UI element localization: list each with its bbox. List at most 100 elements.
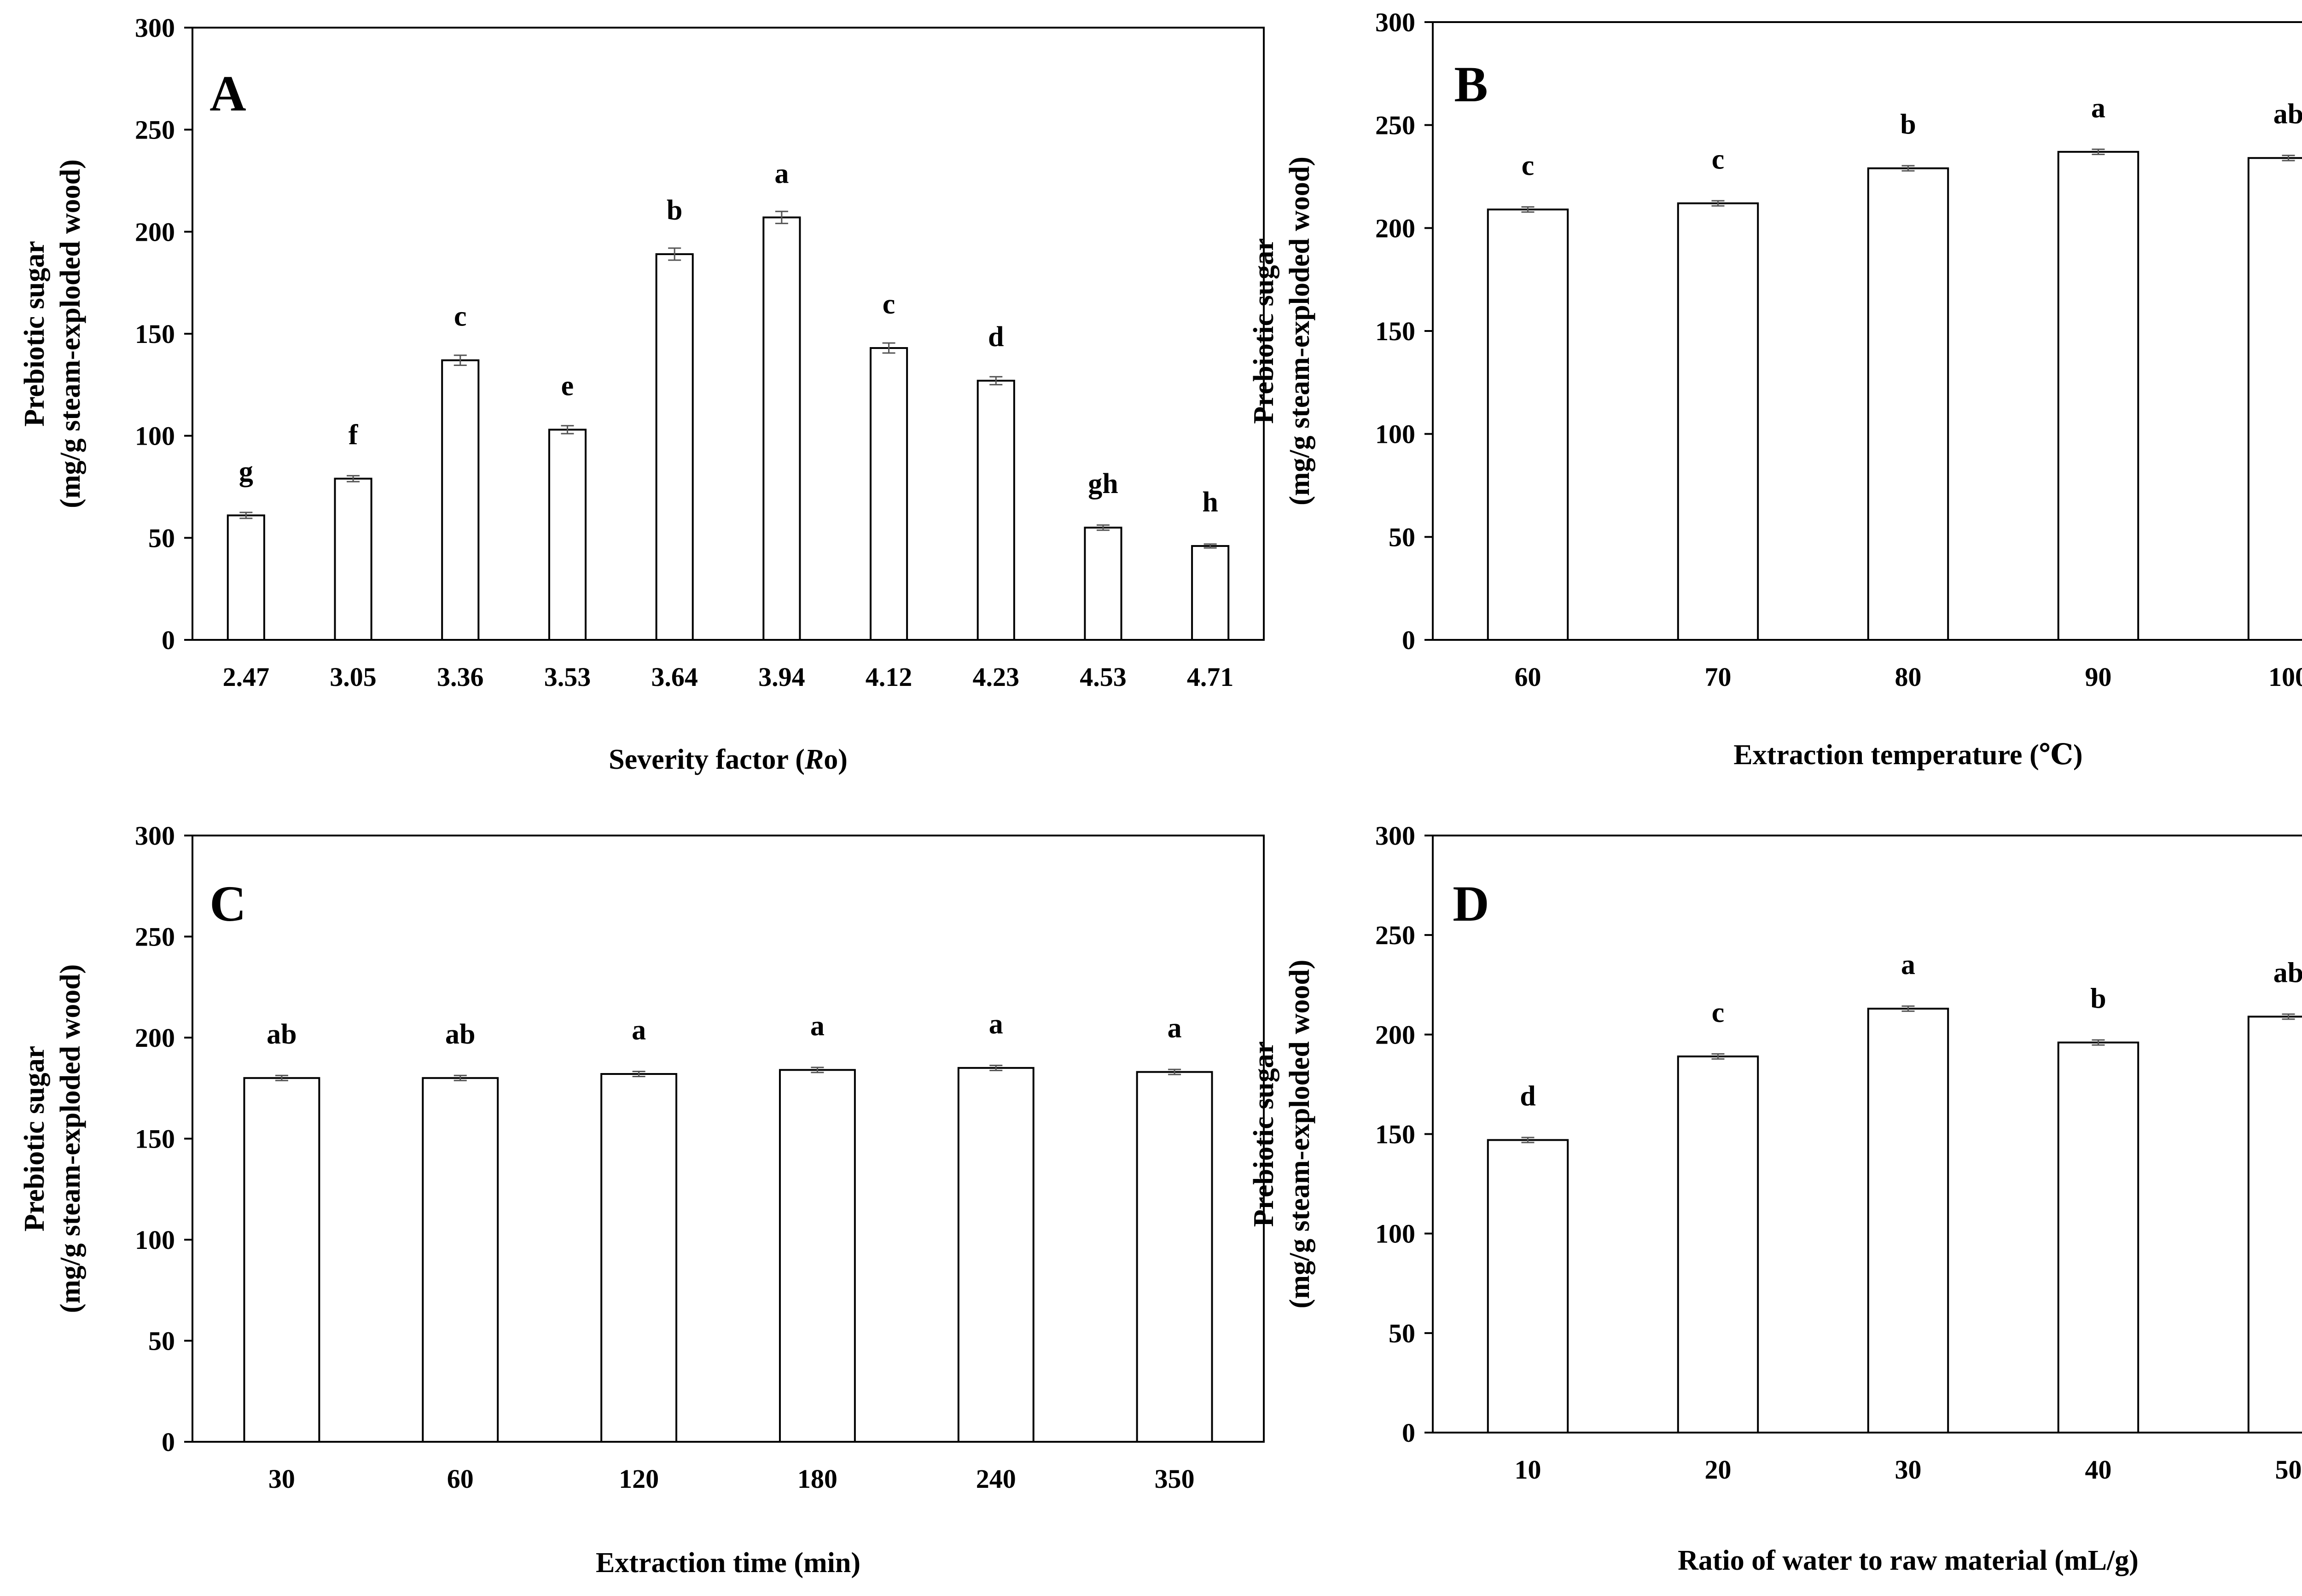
significance-label: c — [454, 301, 467, 332]
bar — [1677, 1055, 1759, 1433]
x-tick-label: 20 — [1705, 1455, 1732, 1485]
bar — [2247, 1016, 2302, 1433]
y-axis-title-line: Prebiotic sugar — [1248, 238, 1279, 424]
significance-label: a — [989, 1009, 1003, 1040]
significance-label: a — [810, 1010, 825, 1042]
significance-label: h — [1202, 487, 1218, 518]
bar — [655, 253, 694, 641]
x-tick-label: 4.12 — [866, 662, 913, 692]
panel-c: 0 50 100 150 200 250 300 ab 30 ab 60 a 120 a 180 a 240 a 3… — [19, 821, 1265, 1579]
panel-letter: B — [1454, 56, 1488, 112]
x-tick-label: 70 — [1705, 662, 1732, 692]
significance-label: c — [1712, 144, 1725, 175]
x-tick-label: 4.53 — [1080, 662, 1127, 692]
x-axis-title: Ratio of water to raw material (mL/g) — [1678, 1545, 2139, 1576]
significance-label: c — [1712, 997, 1725, 1028]
x-tick-label: 30 — [1895, 1455, 1922, 1485]
significance-label: c — [883, 289, 895, 320]
x-tick-label: 10 — [1515, 1455, 1541, 1485]
bar — [1084, 527, 1122, 641]
bar — [1487, 1139, 1569, 1433]
x-axis-title: Severity factor (Ro) — [609, 744, 848, 775]
y-tick-label: 100 — [1375, 1219, 1415, 1249]
significance-label: ab — [445, 1019, 475, 1050]
x-axis-title: Extraction time (min) — [596, 1547, 860, 1579]
x-axis-title-part: o) — [824, 744, 848, 775]
y-axis-title-line: (mg/g steam-exploded wood) — [1284, 157, 1315, 505]
x-axis-title-part: Severity factor ( — [609, 744, 805, 775]
significance-label: g — [239, 456, 253, 488]
significance-label: a — [632, 1015, 646, 1046]
y-tick-label: 0 — [162, 1427, 175, 1457]
x-tick-label: 120 — [619, 1464, 659, 1494]
y-axis-title: Prebiotic sugar (mg/g steam-exploded wood… — [19, 159, 86, 508]
y-tick-label: 300 — [135, 13, 175, 43]
significance-label: b — [667, 195, 682, 226]
x-axis-title-part: Extraction time (min) — [596, 1547, 860, 1579]
x-axis-title: Extraction temperature (℃) — [1733, 739, 2082, 771]
significance-label: d — [988, 321, 1004, 353]
y-tick-label: 250 — [135, 115, 175, 145]
y-tick-label: 250 — [1375, 920, 1415, 950]
y-tick-label: 150 — [135, 319, 175, 349]
x-tick-label: 350 — [1155, 1464, 1195, 1494]
significance-label: ab — [267, 1019, 296, 1050]
bar — [1867, 167, 1949, 641]
y-tick-label: 50 — [148, 1326, 175, 1356]
bar — [977, 379, 1015, 641]
significance-label: ab — [2273, 99, 2302, 130]
bar — [762, 216, 801, 641]
bar — [334, 477, 372, 641]
panel-a: 0 50 100 150 200 250 300 g 2.47 f 3.05 c 3.36 e 3.53 b 3… — [19, 13, 1265, 775]
bar — [1487, 209, 1569, 641]
y-axis-title: Prebiotic sugar (mg/g steam-exploded wood… — [1248, 960, 1315, 1309]
y-tick-label: 50 — [148, 523, 175, 553]
x-tick-label: 3.53 — [544, 662, 591, 692]
bar — [2057, 1041, 2139, 1434]
panel-letter: C — [209, 876, 246, 932]
x-tick-label: 100 — [2268, 662, 2302, 692]
y-tick-label: 200 — [135, 217, 175, 247]
y-tick-label: 0 — [1402, 625, 1415, 655]
y-tick-label: 300 — [135, 821, 175, 851]
panel-d: 0 50 100 150 200 250 300 d 10 c 20 a 30 b 40 ab 50 D Ratio… — [1248, 821, 2302, 1576]
x-tick-label: 2.47 — [223, 662, 270, 692]
significance-label: b — [1900, 109, 1916, 140]
y-axis-title-line: Prebiotic sugar — [1248, 1041, 1279, 1227]
x-tick-label: 3.64 — [651, 662, 698, 692]
panel-letter: D — [1453, 876, 1489, 932]
y-axis-title: Prebiotic sugar (mg/g steam-exploded wood… — [1248, 157, 1315, 505]
y-tick-label: 150 — [135, 1124, 175, 1154]
x-tick-label: 30 — [268, 1464, 295, 1494]
x-tick-label: 240 — [976, 1464, 1016, 1494]
y-axis-title-line: Prebiotic sugar — [19, 241, 50, 427]
y-tick-label: 100 — [135, 1225, 175, 1255]
x-tick-label: 3.94 — [758, 662, 805, 692]
bar — [2057, 151, 2139, 641]
x-tick-label: 40 — [2085, 1455, 2112, 1485]
x-tick-label: 3.05 — [330, 662, 377, 692]
y-tick-label: 150 — [1375, 316, 1415, 346]
y-tick-label: 300 — [1375, 7, 1415, 37]
y-tick-label: 250 — [135, 922, 175, 952]
significance-label: c — [1522, 150, 1535, 181]
significance-label: a — [1901, 949, 1915, 981]
x-tick-label: 90 — [2085, 662, 2112, 692]
bar — [1136, 1071, 1213, 1443]
bar — [779, 1069, 856, 1443]
y-tick-label: 0 — [1402, 1418, 1415, 1448]
bar — [957, 1067, 1035, 1443]
bar — [548, 429, 587, 641]
x-axis-title-part: R — [804, 744, 824, 775]
bar — [1191, 545, 1230, 641]
y-tick-label: 0 — [162, 625, 175, 655]
bar — [1867, 1008, 1949, 1433]
x-tick-label: 60 — [1515, 662, 1541, 692]
significance-label: a — [1168, 1013, 1182, 1044]
y-axis-title-line: (mg/g steam-exploded wood) — [55, 964, 86, 1313]
y-axis-title: Prebiotic sugar (mg/g steam-exploded wood… — [19, 964, 86, 1313]
y-tick-label: 250 — [1375, 110, 1415, 140]
y-tick-label: 200 — [1375, 213, 1415, 243]
y-tick-label: 300 — [1375, 821, 1415, 851]
